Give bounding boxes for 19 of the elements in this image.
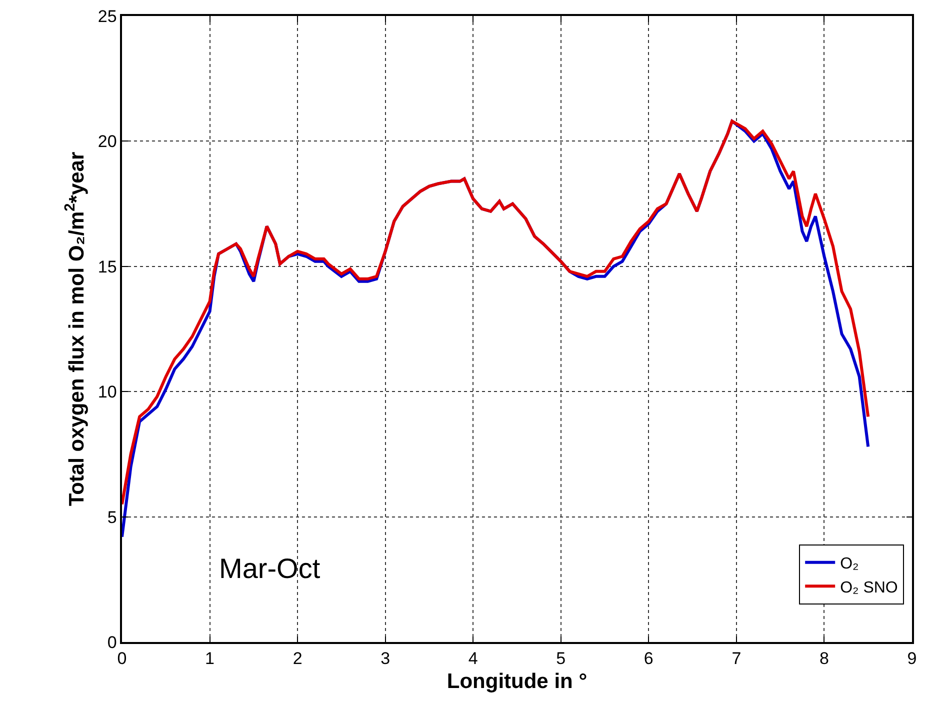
x-tick-label: 7 (732, 649, 742, 668)
y-tick-label: 15 (98, 257, 117, 276)
x-tick-label: 6 (644, 649, 654, 668)
y-tick-label: 25 (98, 6, 117, 26)
legend-label: O₂ SNO (840, 579, 898, 596)
y-tick-label: 20 (98, 132, 117, 152)
x-tick-label: 4 (468, 649, 478, 668)
annotation: Mar-Oct (219, 553, 320, 584)
y-tick-label: 5 (107, 508, 117, 527)
x-tick-label: 2 (292, 649, 302, 668)
legend-label: O₂ (840, 556, 859, 573)
y-tick-label: 10 (98, 382, 117, 402)
x-tick-label: 1 (205, 649, 215, 668)
x-tick-label: 8 (819, 649, 829, 668)
x-tick-label: 3 (380, 649, 390, 668)
y-tick-label: 0 (107, 632, 117, 652)
x-tick-label: 5 (556, 649, 566, 668)
x-axis-title: Longitude in ° (446, 670, 588, 693)
x-tick-label: 9 (907, 649, 917, 668)
